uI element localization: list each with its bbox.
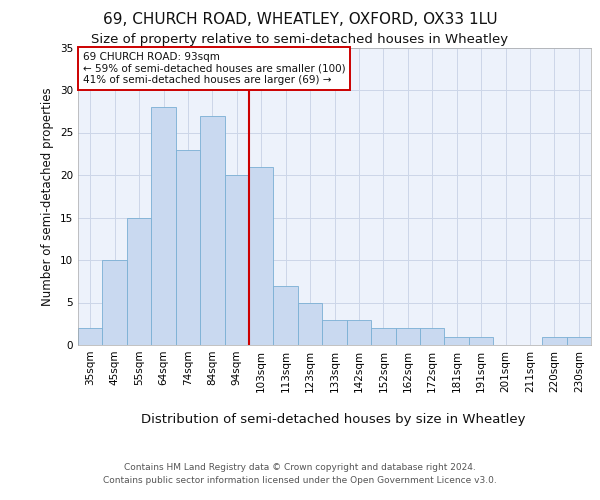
Text: 69, CHURCH ROAD, WHEATLEY, OXFORD, OX33 1LU: 69, CHURCH ROAD, WHEATLEY, OXFORD, OX33 … — [103, 12, 497, 28]
Bar — [249, 166, 274, 345]
Bar — [298, 302, 322, 345]
Bar — [371, 328, 395, 345]
Bar — [127, 218, 151, 345]
Bar — [420, 328, 445, 345]
Bar — [566, 336, 591, 345]
Text: Size of property relative to semi-detached houses in Wheatley: Size of property relative to semi-detach… — [91, 32, 509, 46]
Bar — [103, 260, 127, 345]
Bar — [78, 328, 103, 345]
Bar — [200, 116, 224, 345]
Text: Distribution of semi-detached houses by size in Wheatley: Distribution of semi-detached houses by … — [141, 412, 525, 426]
Bar — [322, 320, 347, 345]
Bar — [176, 150, 200, 345]
Bar — [274, 286, 298, 345]
Text: Contains HM Land Registry data © Crown copyright and database right 2024.
Contai: Contains HM Land Registry data © Crown c… — [103, 462, 497, 484]
Bar — [469, 336, 493, 345]
Text: 69 CHURCH ROAD: 93sqm
← 59% of semi-detached houses are smaller (100)
41% of sem: 69 CHURCH ROAD: 93sqm ← 59% of semi-deta… — [83, 52, 346, 85]
Bar — [395, 328, 420, 345]
Bar — [347, 320, 371, 345]
Bar — [445, 336, 469, 345]
Y-axis label: Number of semi-detached properties: Number of semi-detached properties — [41, 87, 55, 306]
Bar — [542, 336, 566, 345]
Bar — [151, 107, 176, 345]
Bar — [224, 175, 249, 345]
